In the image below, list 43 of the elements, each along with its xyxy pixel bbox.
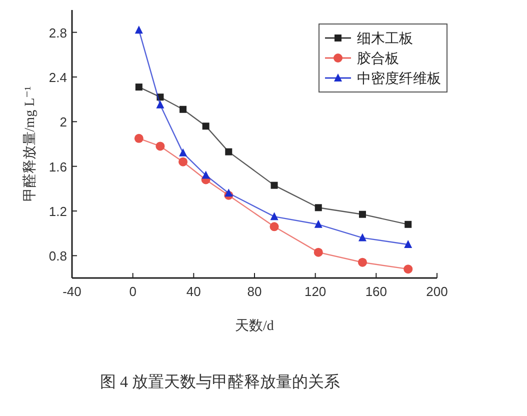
point [135, 84, 142, 91]
point [179, 148, 188, 156]
point [134, 134, 144, 143]
caption: 图 4 放置天数与甲醛释放量的关系 [100, 373, 340, 391]
point [314, 248, 323, 257]
point [178, 157, 188, 166]
y-tick-label: 2.8 [48, 25, 67, 40]
x-tick-label: 200 [426, 284, 448, 299]
point [314, 220, 322, 228]
legend-label: 中密度纤维板 [357, 71, 441, 87]
point [270, 222, 279, 232]
y-tick-label: 2.4 [48, 70, 67, 85]
point [358, 258, 367, 267]
point [202, 122, 210, 130]
x-tick-label: 40 [186, 284, 201, 299]
point [156, 100, 164, 108]
x-tick-label: 80 [247, 284, 262, 299]
legend-label: 细木工板 [357, 31, 413, 47]
point [404, 264, 413, 274]
x-tick-label: -40 [62, 284, 82, 299]
x-tick-label: 120 [304, 284, 326, 299]
point [134, 26, 143, 34]
point [224, 188, 233, 197]
legend-label: 胶合板 [357, 51, 399, 67]
y-tick-label: 1.2 [48, 204, 67, 219]
x-tick-label: 0 [129, 284, 136, 299]
x-axis-title: 天数/d [235, 318, 274, 334]
point [358, 233, 366, 242]
point [404, 220, 412, 228]
y-tick-label: 1.6 [48, 159, 67, 174]
y-tick-label: 0.8 [48, 248, 67, 264]
point [156, 142, 165, 151]
y-tick-label: 2 [60, 114, 67, 130]
point [225, 148, 232, 156]
x-tick-label: 160 [365, 284, 388, 299]
point [202, 170, 210, 179]
point [180, 106, 187, 113]
point [314, 204, 322, 212]
point [270, 212, 278, 220]
point [404, 240, 412, 248]
y-axis-title: 甲醛释放量/mg L⁻¹ [22, 86, 38, 202]
point [358, 210, 366, 218]
point [270, 182, 278, 189]
